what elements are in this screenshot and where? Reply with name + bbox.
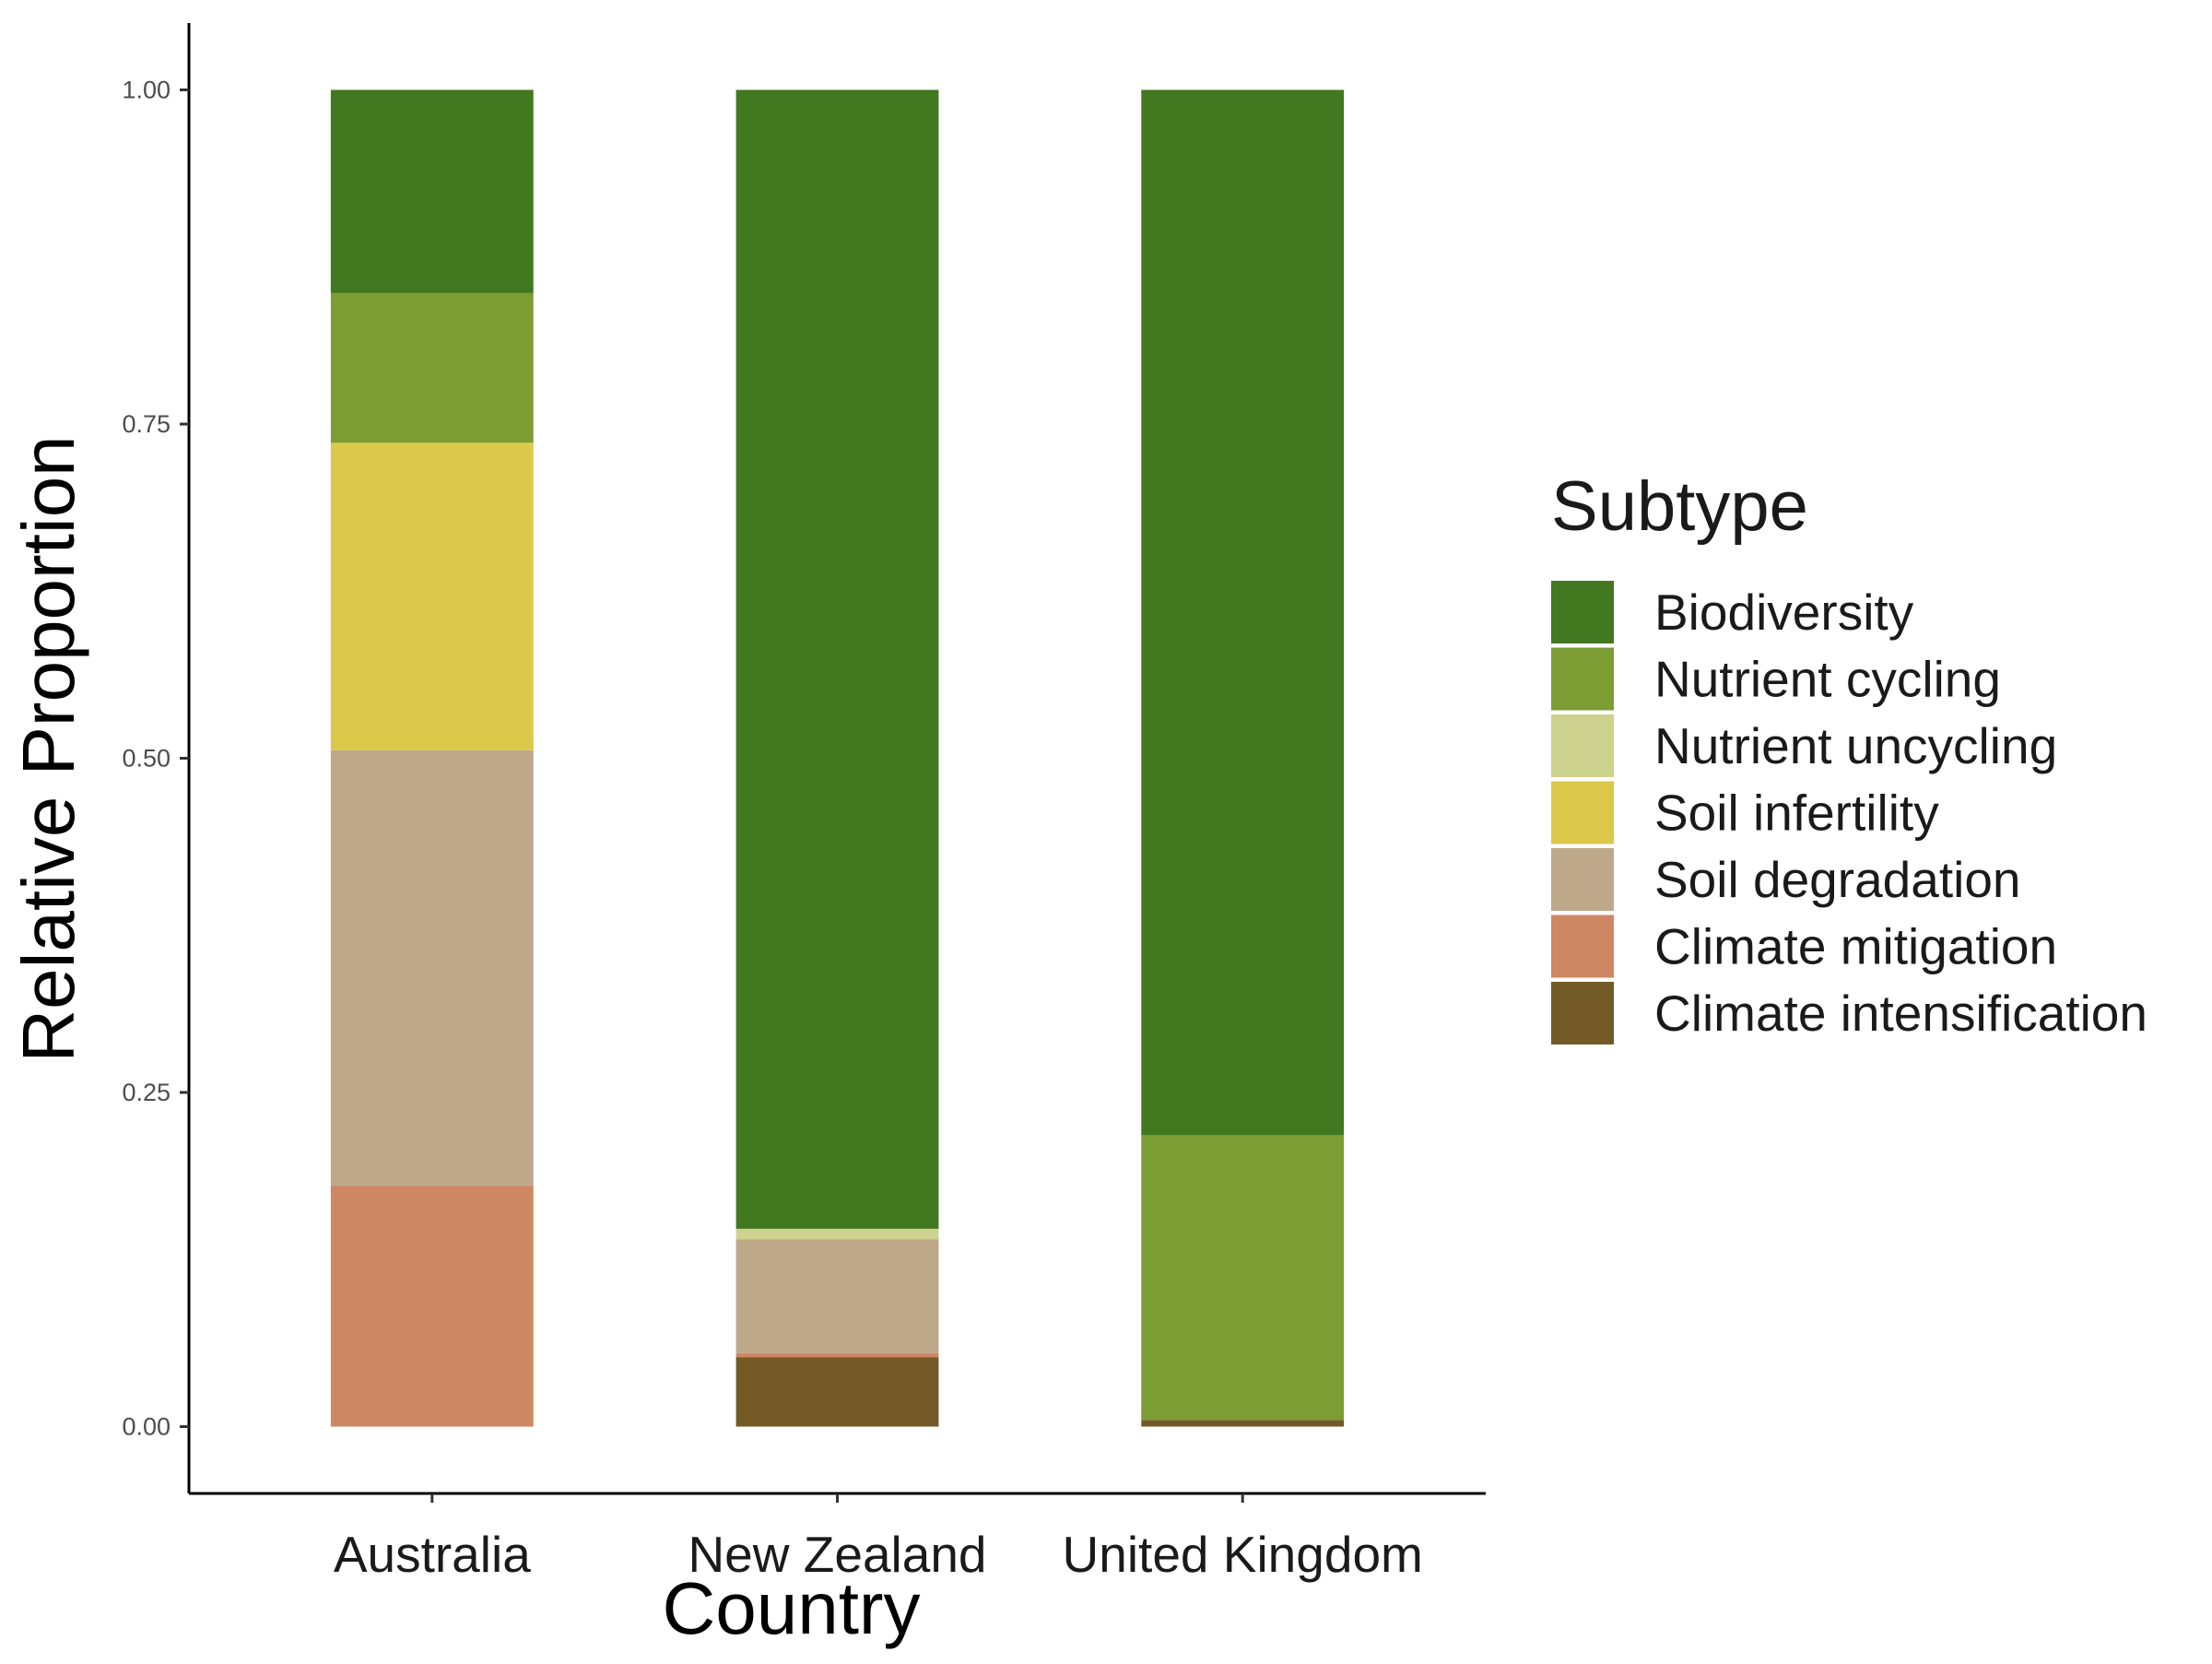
legend-label-soil-degradation: Soil degradation <box>1654 851 2021 908</box>
legend-label-nutrient-uncycling: Nutrient uncycling <box>1654 717 2057 774</box>
bar-united-kingdom-climate-intensification <box>1141 1420 1345 1427</box>
y-tick-label: 0.50 <box>122 745 171 773</box>
bars-layer <box>330 89 1345 1427</box>
legend-title: Subtype <box>1551 467 1808 546</box>
y-tick-label: 0.75 <box>122 410 171 438</box>
legend-key-soil-infertility <box>1551 781 1614 844</box>
legend-key-biodiversity <box>1551 581 1614 643</box>
y-tick-label: 1.00 <box>122 77 171 104</box>
axes-layer: 0.00 0.25 0.50 0.75 1.00 Australia New Zealand… <box>7 23 1486 1649</box>
x-tick-label-australia: Australia <box>334 1526 531 1583</box>
legend-key-climate-mitigation <box>1551 915 1614 978</box>
bar-australia-nutrient-cycling <box>330 292 534 443</box>
legend-key-nutrient-uncycling <box>1551 714 1614 777</box>
x-tick-label-united-kingdom: United Kingdom <box>1063 1526 1423 1583</box>
bar-australia-climate-mitigation <box>330 1186 534 1427</box>
legend-key-climate-intensification <box>1551 982 1614 1044</box>
x-tick-label-new-zealand: New Zealand <box>688 1526 986 1583</box>
legend-key-soil-degradation <box>1551 848 1614 911</box>
legend-label-biodiversity: Biodiversity <box>1654 584 1914 641</box>
y-axis-title: Relative Proportion <box>7 435 89 1062</box>
legend: Subtype Biodiversity Nutrient cycling Nutri… <box>1551 467 2147 1044</box>
bar-new-zealand-climate-intensification <box>735 1357 939 1427</box>
bar-united-kingdom-biodiversity <box>1141 89 1345 1136</box>
y-tick-label: 0.25 <box>122 1079 171 1106</box>
bar-australia-soil-degradation <box>330 749 534 1186</box>
bar-new-zealand-soil-degradation <box>735 1239 939 1353</box>
legend-label-nutrient-cycling: Nutrient cycling <box>1654 651 2001 708</box>
bar-new-zealand-biodiversity <box>735 89 939 1229</box>
legend-label-climate-intensification: Climate intensification <box>1654 985 2147 1042</box>
bar-united-kingdom-nutrient-cycling <box>1141 1135 1345 1421</box>
bar-australia-biodiversity <box>330 89 534 293</box>
legend-label-soil-infertility: Soil infertility <box>1654 785 1939 842</box>
y-tick-label: 0.00 <box>122 1413 171 1441</box>
bar-australia-soil-infertility <box>330 443 534 750</box>
bar-new-zealand-nutrient-uncycling <box>735 1228 939 1240</box>
legend-key-nutrient-cycling <box>1551 647 1614 711</box>
legend-label-climate-mitigation: Climate mitigation <box>1654 918 2057 975</box>
bar-new-zealand-climate-mitigation <box>735 1352 939 1358</box>
x-axis-title: Country <box>662 1567 920 1649</box>
